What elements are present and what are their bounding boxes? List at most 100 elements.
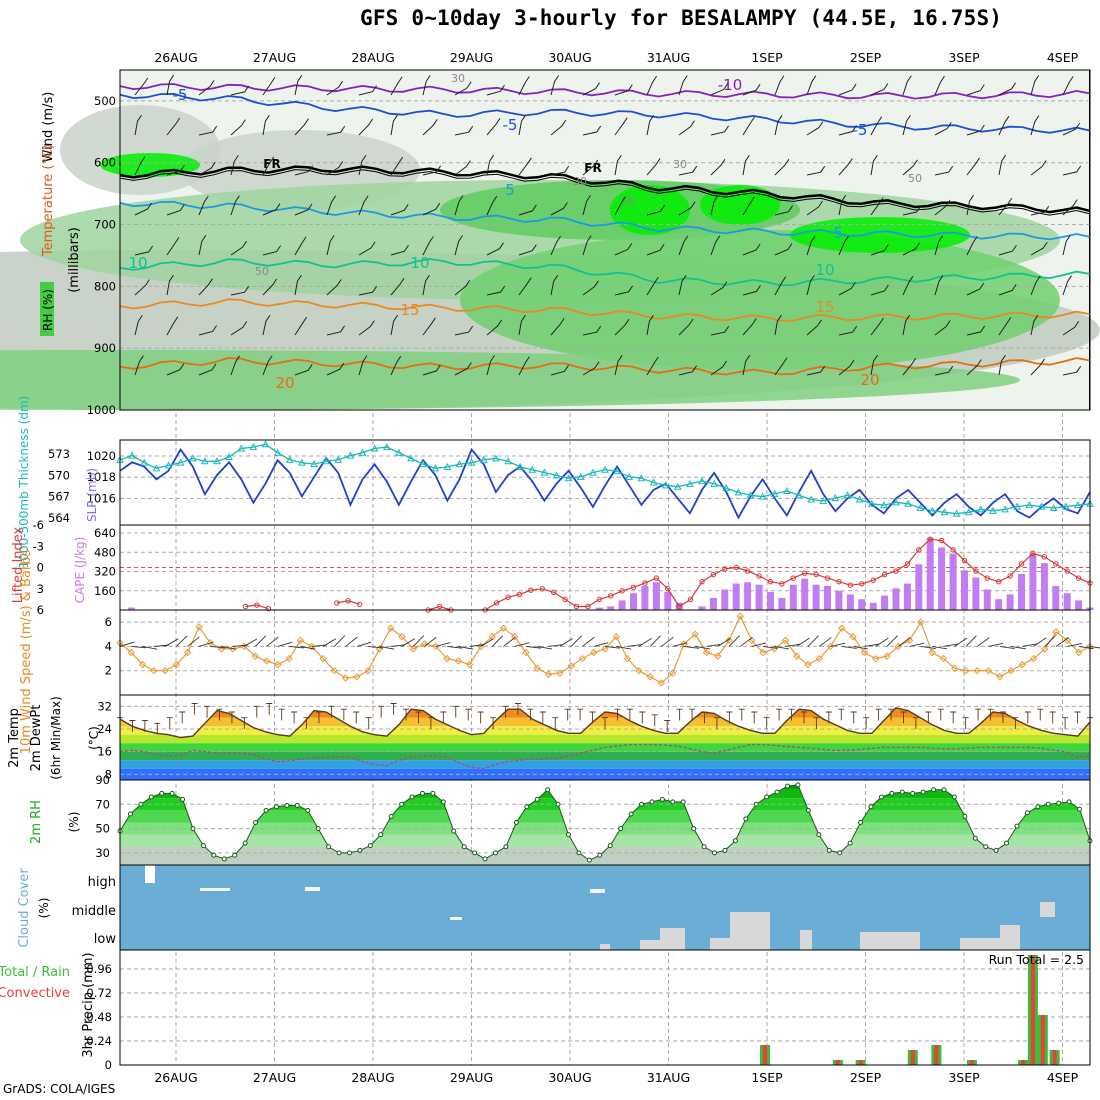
wind-barb: [198, 278, 213, 296]
cloud-low-block: [800, 930, 812, 950]
wind-speed-point: [612, 633, 620, 641]
rh-point: [492, 850, 498, 856]
cape-bar: [789, 584, 797, 610]
wind-speed-point: [691, 630, 699, 638]
rh-point: [785, 783, 791, 789]
wind-barb: [243, 638, 258, 647]
rh-point: [211, 852, 217, 858]
li-point: [790, 575, 796, 581]
wind-barb: [358, 195, 369, 216]
wind-barb: [164, 638, 179, 647]
max-whisker: [937, 708, 944, 721]
wind-barb: [294, 274, 302, 296]
thickness-point: [455, 460, 464, 468]
cloud-mid-block: [450, 917, 462, 920]
wind-barb: [806, 165, 826, 176]
cape-bar: [709, 598, 717, 610]
wind-barb: [902, 75, 912, 96]
rh-point: [607, 843, 613, 849]
cape-bar: [949, 553, 957, 610]
max-whisker: [888, 708, 895, 721]
wind-barb: [1062, 275, 1072, 296]
li-point: [824, 575, 831, 581]
wind-barb: [358, 355, 368, 376]
li-point: [722, 566, 728, 572]
bottom-date-tick: 30AUG: [548, 1070, 591, 1085]
li-point: [847, 582, 854, 588]
wind-speed-point: [544, 670, 553, 679]
isotherm-10: [119, 258, 1091, 287]
cape-bar: [869, 602, 877, 610]
wind-barb: [582, 636, 595, 647]
thickness-point: [673, 482, 682, 490]
li-point: [493, 600, 500, 606]
wind-speed-point: [973, 667, 981, 675]
wind-speed-point: [341, 674, 350, 682]
precip-tick: 0.24: [86, 1034, 112, 1048]
thickness-point: [904, 499, 912, 507]
wind-barb: [454, 235, 464, 256]
wind-tick: 4: [105, 639, 112, 653]
li-point: [744, 568, 751, 574]
thickness-point: [576, 472, 585, 480]
max-whisker: [452, 705, 459, 718]
wind-barb: [774, 158, 790, 176]
cape-bar: [732, 583, 740, 610]
wind-barb: [518, 114, 526, 136]
wind-barb: [796, 637, 810, 647]
wind-barb: [806, 235, 816, 256]
wind-barb: [1030, 358, 1046, 376]
wind-barb: [458, 645, 474, 650]
wind-barb: [198, 125, 218, 136]
wind-speed-point: [939, 654, 948, 663]
max-whisker: [216, 708, 223, 721]
wind-barb: [518, 314, 526, 336]
temp-tick: 8: [105, 767, 112, 781]
rh-shade: [460, 230, 1060, 370]
li-point: [254, 602, 260, 608]
precip-conv-bar: [763, 1045, 767, 1065]
wind-barb: [454, 81, 472, 96]
wind-barb: [1030, 160, 1047, 176]
thickness-point: [140, 458, 149, 466]
cloud-axis-label: Cloud Cover: [17, 868, 32, 948]
wind-barb: [390, 204, 409, 216]
wind-barb: [345, 636, 358, 647]
temp-band: [120, 760, 1090, 769]
li-point: [1053, 561, 1059, 567]
cape-bar: [1040, 563, 1048, 610]
li-point: [539, 586, 545, 592]
wind-speed-point: [172, 660, 181, 669]
rh-tick: 50: [95, 822, 110, 836]
li-point: [1041, 554, 1048, 560]
wind-barb: [717, 637, 731, 647]
pressure-tick: 800: [94, 279, 116, 293]
wind-barb: [838, 158, 853, 176]
wind-barb: [422, 202, 441, 216]
wind-barb: [368, 645, 384, 649]
pressure-tick: 900: [94, 341, 116, 355]
wind-barb: [710, 83, 729, 96]
wind-barb: [934, 199, 951, 216]
wind-speed-point: [285, 654, 293, 663]
wind-barb: [294, 118, 309, 136]
wind-barb: [358, 320, 375, 336]
cape-bar: [778, 598, 786, 610]
cape-bar: [995, 599, 1003, 610]
li-point: [756, 573, 762, 579]
wind-barb: [966, 236, 978, 256]
wind-barb: [710, 195, 719, 216]
cape-bar: [744, 582, 752, 610]
thickness-point: [698, 477, 706, 485]
li-point: [573, 603, 580, 610]
wind-barb: [1062, 365, 1082, 376]
precip-conv-bar: [835, 1060, 840, 1065]
wind-barb: [142, 645, 158, 650]
li-line: [336, 600, 360, 605]
isotherm-20: [119, 357, 1091, 376]
wind-barb: [807, 635, 819, 647]
max-whisker: [129, 720, 136, 732]
thickness-point: [285, 455, 294, 463]
li-point: [1030, 550, 1036, 557]
wind-barb: [966, 84, 985, 96]
